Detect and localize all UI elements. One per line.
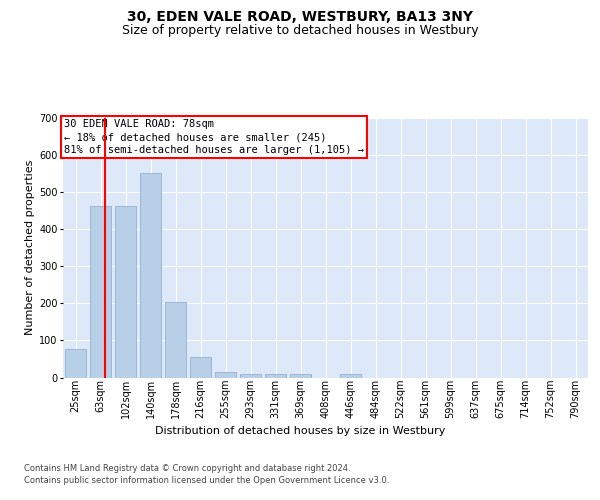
Bar [90, 206, 111, 378]
Bar [140, 173, 161, 378]
Bar [65, 348, 86, 378]
Text: 30 EDEN VALE ROAD: 78sqm
← 18% of detached houses are smaller (245)
81% of semi-: 30 EDEN VALE ROAD: 78sqm ← 18% of detach… [64, 119, 364, 155]
Bar [165, 302, 186, 378]
Y-axis label: Number of detached properties: Number of detached properties [25, 160, 35, 335]
Bar [290, 374, 311, 378]
Text: Distribution of detached houses by size in Westbury: Distribution of detached houses by size … [155, 426, 445, 436]
Bar [340, 374, 361, 378]
Bar [215, 372, 236, 378]
Bar [240, 374, 261, 378]
Text: 30, EDEN VALE ROAD, WESTBURY, BA13 3NY: 30, EDEN VALE ROAD, WESTBURY, BA13 3NY [127, 10, 473, 24]
Text: Contains public sector information licensed under the Open Government Licence v3: Contains public sector information licen… [24, 476, 389, 485]
Bar [265, 374, 286, 378]
Text: Size of property relative to detached houses in Westbury: Size of property relative to detached ho… [122, 24, 478, 37]
Bar [115, 206, 136, 378]
Text: Contains HM Land Registry data © Crown copyright and database right 2024.: Contains HM Land Registry data © Crown c… [24, 464, 350, 473]
Bar [190, 357, 211, 378]
